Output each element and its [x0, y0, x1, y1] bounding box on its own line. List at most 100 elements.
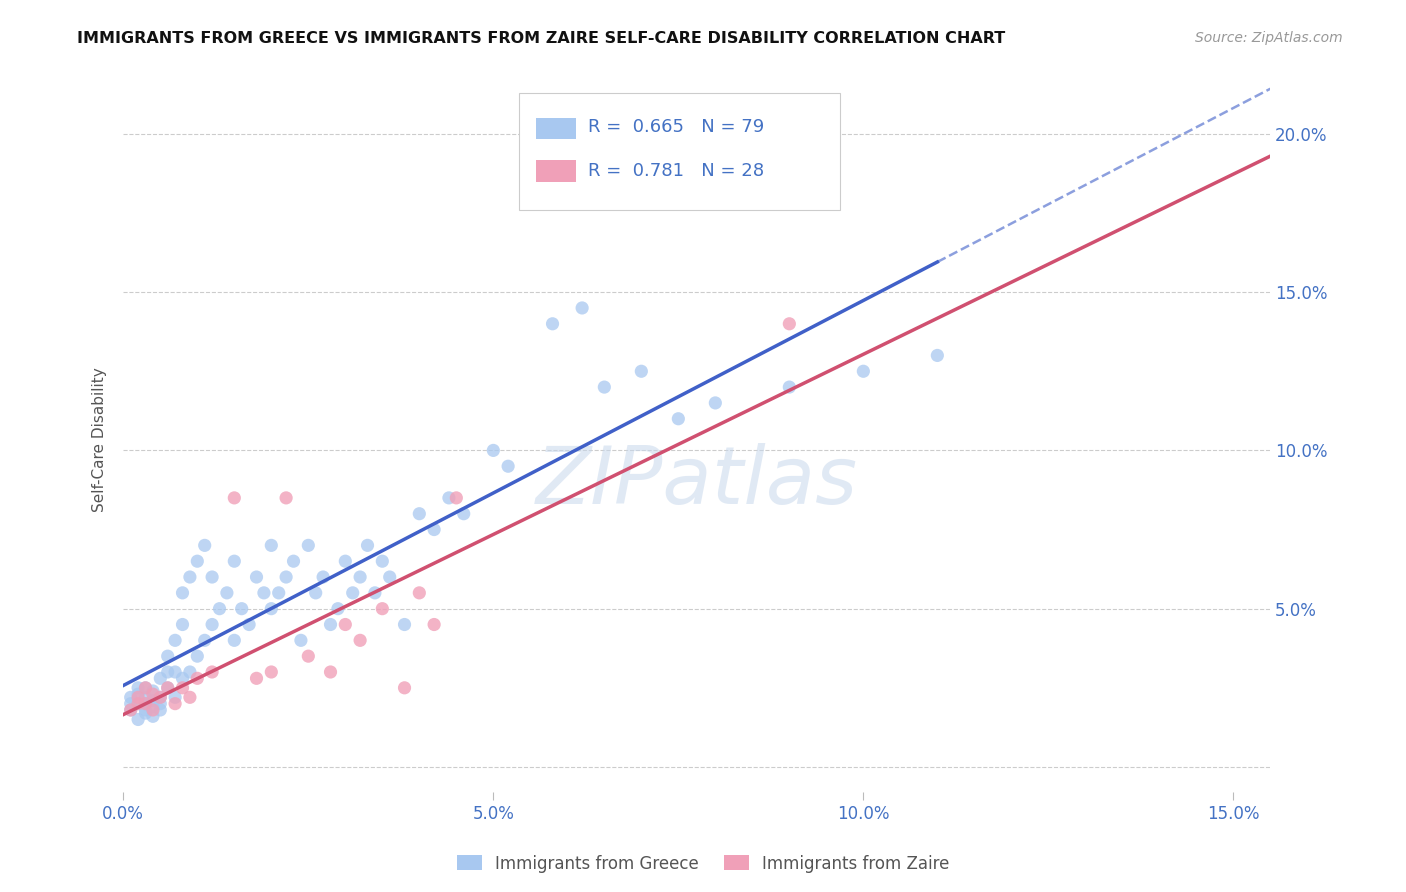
Point — [408, 507, 430, 521]
Point — [208, 601, 231, 615]
Point — [142, 684, 165, 698]
Point — [172, 617, 194, 632]
Point — [371, 601, 394, 615]
Point — [165, 665, 187, 679]
Point — [149, 703, 172, 717]
Text: R =  0.665   N = 79: R = 0.665 N = 79 — [588, 119, 763, 136]
Point — [335, 617, 357, 632]
FancyBboxPatch shape — [519, 94, 841, 210]
Point — [224, 633, 246, 648]
FancyBboxPatch shape — [536, 118, 576, 139]
Text: R =  0.781   N = 28: R = 0.781 N = 28 — [588, 162, 763, 180]
Point — [378, 570, 401, 584]
Point — [142, 703, 165, 717]
Point — [245, 570, 267, 584]
Point — [215, 586, 238, 600]
Point — [179, 665, 201, 679]
Point — [312, 570, 335, 584]
Point — [194, 538, 217, 552]
Y-axis label: Self-Care Disability: Self-Care Disability — [93, 367, 107, 512]
Point — [149, 697, 172, 711]
Point — [267, 586, 290, 600]
Point — [319, 617, 342, 632]
Point — [274, 491, 297, 505]
Point — [186, 554, 208, 568]
Point — [156, 681, 179, 695]
Point — [356, 538, 378, 552]
Point — [423, 617, 446, 632]
Point — [127, 713, 149, 727]
Point — [156, 665, 179, 679]
Point — [179, 690, 201, 705]
Point — [201, 570, 224, 584]
Legend: Immigrants from Greece, Immigrants from Zaire: Immigrants from Greece, Immigrants from … — [450, 848, 956, 880]
Text: Source: ZipAtlas.com: Source: ZipAtlas.com — [1195, 31, 1343, 45]
Point — [394, 617, 416, 632]
Point — [778, 380, 800, 394]
Point — [238, 617, 260, 632]
Point — [165, 690, 187, 705]
Point — [245, 671, 267, 685]
Point — [120, 703, 142, 717]
Point — [142, 709, 165, 723]
Point — [149, 690, 172, 705]
Point — [134, 697, 156, 711]
Point — [305, 586, 328, 600]
Point — [297, 538, 319, 552]
Point — [134, 681, 156, 695]
Point — [482, 443, 505, 458]
Point — [927, 348, 949, 362]
Point — [134, 706, 156, 720]
Point — [142, 699, 165, 714]
Point — [319, 665, 342, 679]
Point — [165, 633, 187, 648]
Point — [394, 681, 416, 695]
Point — [335, 554, 357, 568]
Point — [224, 554, 246, 568]
Point — [371, 554, 394, 568]
Point — [186, 671, 208, 685]
Point — [149, 671, 172, 685]
Point — [120, 703, 142, 717]
Point — [630, 364, 652, 378]
Point — [172, 586, 194, 600]
Point — [423, 523, 446, 537]
Point — [260, 538, 283, 552]
Point — [127, 687, 149, 701]
Point — [142, 693, 165, 707]
Point — [541, 317, 564, 331]
Point — [186, 649, 208, 664]
Point — [704, 396, 727, 410]
Point — [194, 633, 217, 648]
Point — [172, 671, 194, 685]
Point — [134, 690, 156, 705]
Point — [172, 681, 194, 695]
Point — [127, 697, 149, 711]
Point — [283, 554, 305, 568]
Point — [297, 649, 319, 664]
Point — [260, 601, 283, 615]
Point — [201, 617, 224, 632]
Point — [349, 633, 371, 648]
Point — [134, 697, 156, 711]
Point — [496, 459, 519, 474]
Text: ZIPatlas: ZIPatlas — [536, 442, 858, 521]
Point — [852, 364, 875, 378]
FancyBboxPatch shape — [536, 161, 576, 182]
Point — [127, 690, 149, 705]
Point — [224, 491, 246, 505]
Point — [437, 491, 460, 505]
Point — [179, 570, 201, 584]
Point — [342, 586, 364, 600]
Point — [156, 649, 179, 664]
Point — [778, 317, 800, 331]
Point — [201, 665, 224, 679]
Point — [349, 570, 371, 584]
Point — [134, 703, 156, 717]
Point — [274, 570, 297, 584]
Point — [453, 507, 475, 521]
Point — [134, 681, 156, 695]
Point — [149, 690, 172, 705]
Point — [156, 681, 179, 695]
Point — [120, 690, 142, 705]
